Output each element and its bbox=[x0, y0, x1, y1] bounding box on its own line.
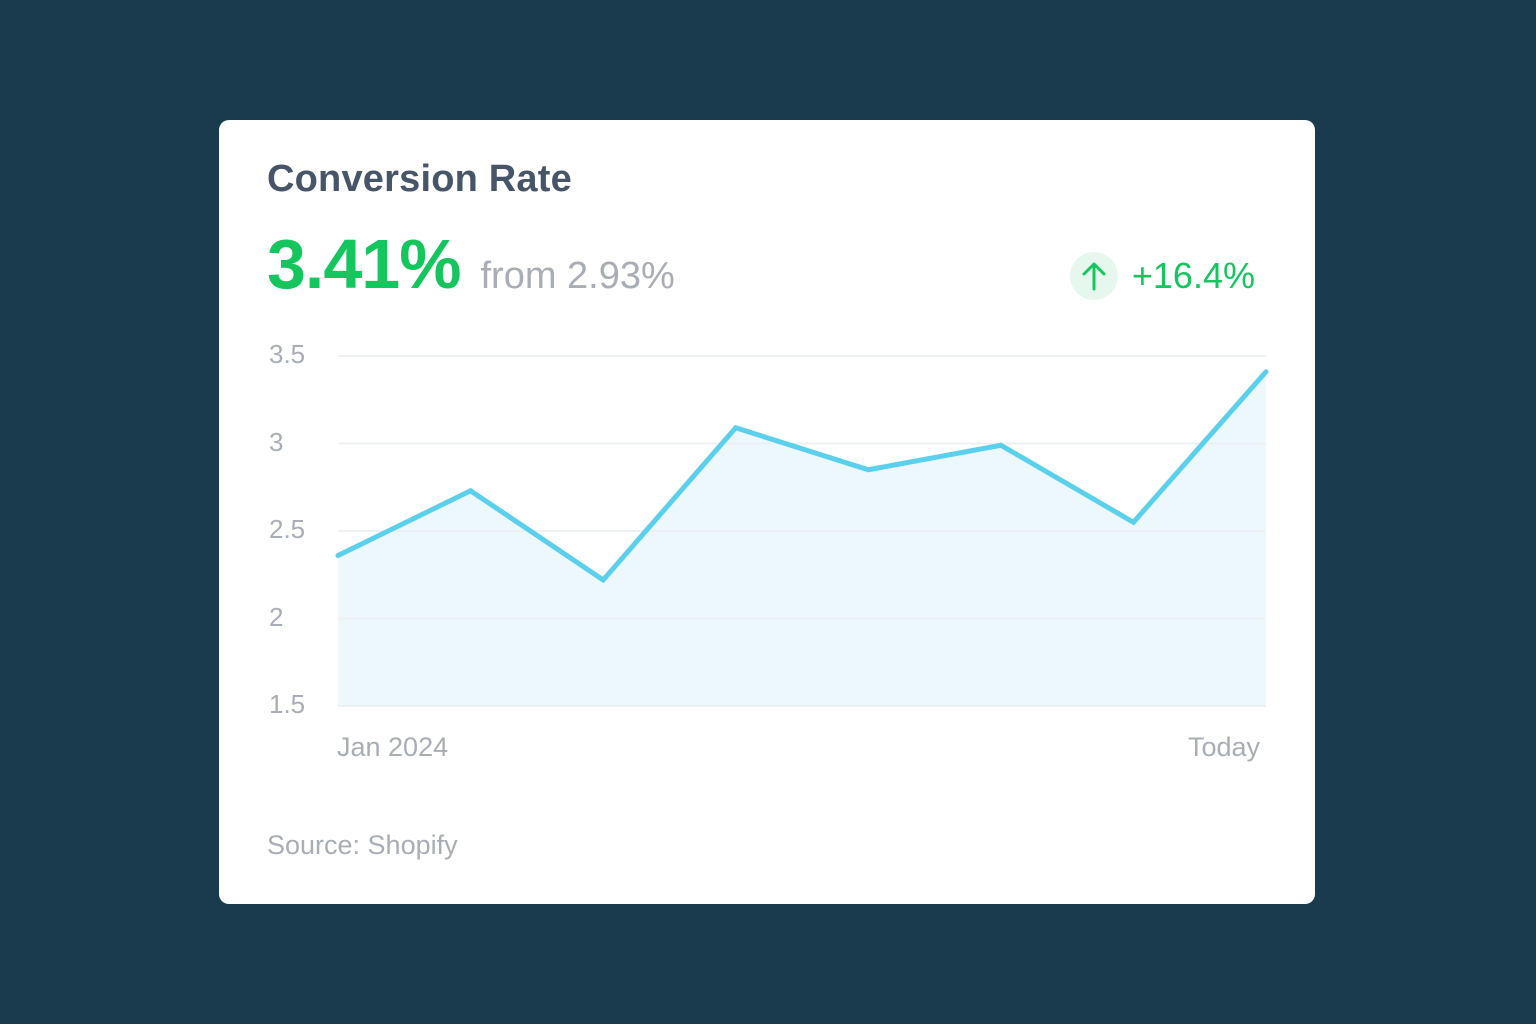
y-tick-label: 3 bbox=[269, 426, 284, 457]
conversion-rate-card: Conversion Rate 3.41% from 2.93% +16.4% … bbox=[219, 120, 1315, 904]
y-tick-label: 2 bbox=[269, 601, 284, 632]
line-chart bbox=[335, 355, 1269, 707]
current-value: 3.41% bbox=[267, 225, 461, 303]
x-tick-label-start: Jan 2024 bbox=[337, 732, 449, 762]
source-note: Source: Shopify bbox=[267, 830, 458, 860]
y-tick-label: 1.5 bbox=[269, 689, 306, 719]
metric-row: 3.41% from 2.93% bbox=[267, 224, 675, 304]
arrow-up-icon bbox=[1069, 252, 1118, 300]
previous-value: from 2.93% bbox=[480, 255, 675, 297]
y-tick-label: 2.5 bbox=[269, 514, 306, 544]
card-title: Conversion Rate bbox=[267, 158, 572, 200]
x-tick-label-end: Today bbox=[1187, 732, 1260, 762]
change-badge: +16.4% bbox=[1069, 252, 1255, 300]
data-line bbox=[335, 369, 1269, 584]
change-value: +16.4% bbox=[1131, 255, 1255, 296]
area-fill bbox=[338, 371, 1266, 706]
y-tick-label: 3.5 bbox=[269, 339, 306, 369]
